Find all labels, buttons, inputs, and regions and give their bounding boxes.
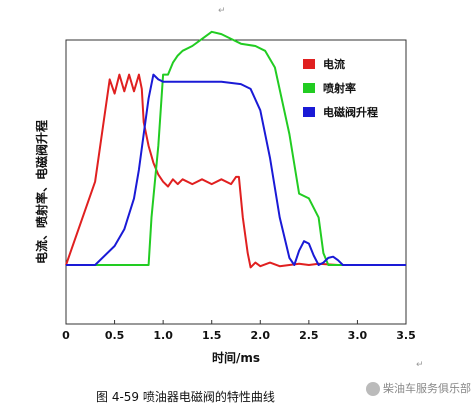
x-tick-label: 3.5 bbox=[396, 329, 416, 342]
x-axis-title: 时间/ms bbox=[212, 350, 260, 365]
legend-label: 电磁阀升程 bbox=[323, 105, 378, 119]
y-axis-title: 电流、喷射率、电磁阀升程 bbox=[34, 120, 49, 264]
legend-label: 喷射率 bbox=[323, 81, 356, 95]
paragraph-mark: ↵ bbox=[416, 360, 424, 370]
x-tick-label: 1.0 bbox=[153, 329, 173, 342]
legend-swatch bbox=[303, 59, 315, 69]
legend-swatch bbox=[303, 83, 315, 93]
watermark: 柴油车服务俱乐部 bbox=[366, 380, 471, 396]
x-tick-label: 0 bbox=[62, 329, 70, 342]
watermark-text: 柴油车服务俱乐部 bbox=[383, 382, 471, 395]
legend-swatch bbox=[303, 107, 315, 117]
x-tick-label: 0.5 bbox=[105, 329, 125, 342]
x-tick-label: 3.0 bbox=[348, 329, 368, 342]
series-line-2 bbox=[66, 30, 406, 266]
plot-frame bbox=[65, 39, 407, 325]
x-tick-label: 1.5 bbox=[202, 329, 222, 342]
series-line-3 bbox=[66, 73, 406, 266]
paragraph-mark: ↵ bbox=[218, 6, 226, 16]
x-tick-label: 2.5 bbox=[299, 329, 319, 342]
x-tick-label: 2.0 bbox=[251, 329, 271, 342]
figure-caption: 图 4-59 喷油器电磁阀的特性曲线 bbox=[96, 390, 275, 404]
legend-label: 电流 bbox=[323, 57, 345, 71]
series-line-1 bbox=[65, 73, 406, 269]
wechat-icon bbox=[366, 382, 380, 396]
